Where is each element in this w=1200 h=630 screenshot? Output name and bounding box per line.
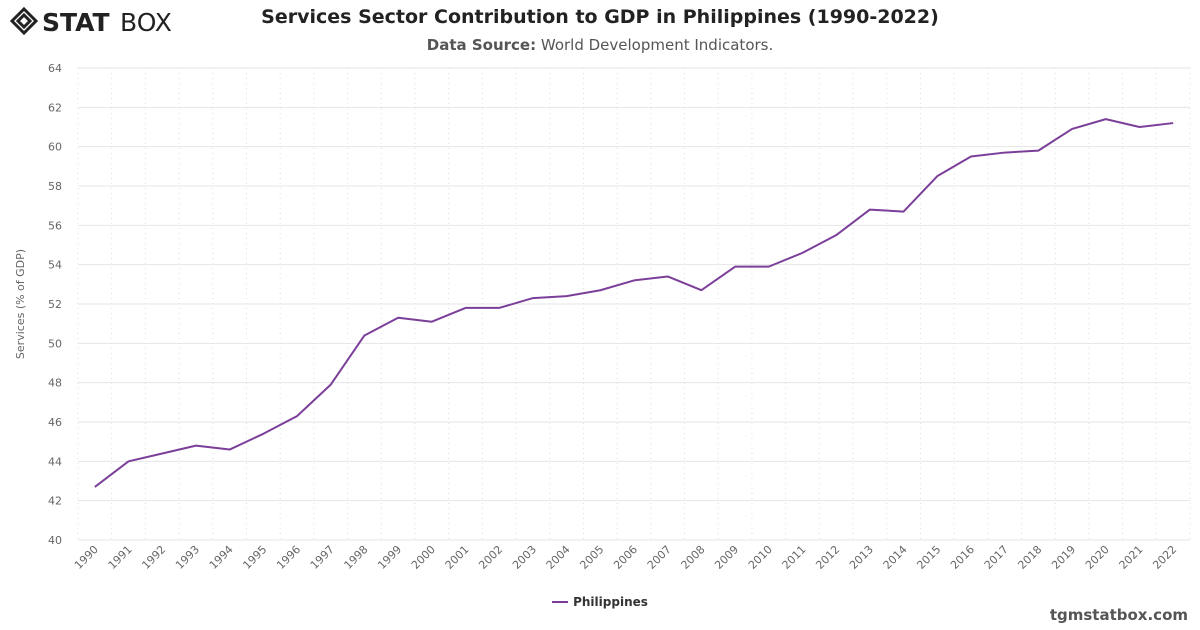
x-tick-label: 2019 [1049, 543, 1078, 572]
x-tick-label: 2001 [443, 543, 472, 572]
chart-title: Services Sector Contribution to GDP in P… [261, 6, 939, 28]
x-tick-label: 2009 [712, 543, 741, 572]
x-tick-label: 2018 [1015, 543, 1044, 572]
y-axis-label: Services (% of GDP) [14, 249, 27, 359]
y-tick-label: 46 [48, 416, 62, 429]
svg-text:STAT: STAT [42, 8, 110, 36]
y-tick-label: 56 [48, 219, 62, 232]
statbox-logo: STAT BOX [10, 6, 180, 36]
x-tick-label: 2005 [577, 543, 606, 572]
x-tick-label: 2016 [948, 543, 977, 572]
x-tick-label: 2006 [611, 543, 640, 572]
x-tick-label: 2014 [881, 543, 910, 572]
x-tick-label: 1999 [375, 543, 404, 572]
x-tick-label: 1997 [308, 543, 337, 572]
y-tick-label: 40 [48, 534, 62, 547]
y-tick-label: 42 [48, 495, 62, 508]
y-tick-label: 50 [48, 337, 62, 350]
source-value: World Development Indicators. [540, 36, 774, 54]
x-tick-label: 1996 [274, 543, 303, 572]
y-tick-label: 64 [48, 62, 62, 75]
y-tick-label: 62 [48, 101, 62, 114]
y-tick-label: 54 [48, 259, 62, 272]
x-tick-label: 2017 [982, 543, 1011, 572]
y-tick-label: 44 [48, 455, 62, 468]
legend[interactable]: Philippines [0, 595, 1200, 609]
y-tick-label: 48 [48, 377, 62, 390]
source-label: Data Source: [426, 36, 537, 54]
x-tick-label: 1995 [240, 543, 269, 572]
y-tick-label: 58 [48, 180, 62, 193]
x-tick-label: 2011 [780, 543, 809, 572]
x-tick-label: 1998 [342, 543, 371, 572]
x-tick-label: 2022 [1150, 543, 1179, 572]
x-tick-label: 2007 [645, 543, 674, 572]
svg-text:BOX: BOX [120, 8, 172, 36]
x-tick-label: 1990 [72, 543, 101, 572]
chart-subtitle: Data Source: World Development Indicator… [0, 36, 1200, 54]
x-tick-label: 2015 [914, 543, 943, 572]
x-tick-label: 1991 [106, 543, 135, 572]
legend-label: Philippines [573, 595, 648, 609]
x-tick-label: 2010 [746, 543, 775, 572]
y-tick-label: 60 [48, 141, 62, 154]
site-credit: tgmstatbox.com [1049, 606, 1188, 624]
x-tick-label: 2012 [813, 543, 842, 572]
x-tick-label: 2008 [679, 543, 708, 572]
x-tick-label: 2003 [510, 543, 539, 572]
x-tick-label: 2002 [476, 543, 505, 572]
x-tick-label: 1994 [207, 543, 236, 572]
series-line-philippines [94, 118, 1174, 488]
x-tick-label: 2004 [544, 543, 573, 572]
legend-swatch [552, 601, 569, 603]
x-tick-label: 2000 [409, 543, 438, 572]
x-tick-label: 1992 [139, 543, 168, 572]
x-tick-label: 1993 [173, 543, 202, 572]
y-tick-label: 52 [48, 298, 62, 311]
x-tick-label: 2020 [1083, 543, 1112, 572]
x-tick-label: 2013 [847, 543, 876, 572]
x-tick-label: 2021 [1117, 543, 1146, 572]
